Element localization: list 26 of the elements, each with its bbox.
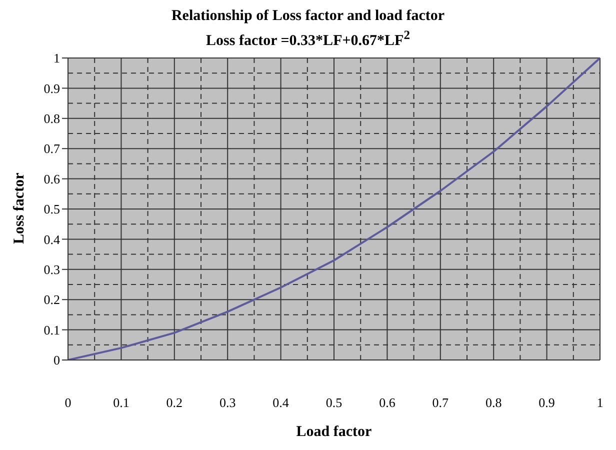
chart-subtitle: Loss factor =0.33*LF+0.67*LF$^{2}$ <box>206 28 410 49</box>
x-tick-label: 0.3 <box>219 395 236 410</box>
y-tick-label: 0.4 <box>44 232 60 247</box>
y-tick-label: 0.6 <box>44 171 60 186</box>
x-tick-label: 0.7 <box>432 395 450 410</box>
x-tick-label: 0.8 <box>485 395 502 410</box>
x-tick-label: 0.4 <box>272 395 290 410</box>
y-tick-label: 0.9 <box>44 80 60 96</box>
x-tick-label: 0.9 <box>538 395 555 410</box>
x-tick-label: 0.6 <box>379 395 396 410</box>
y-tick-label: 0.7 <box>44 141 60 156</box>
x-axis-title: Load factor <box>296 424 372 440</box>
y-tick-label: 1 <box>54 50 60 66</box>
x-tick-label: 0.5 <box>326 395 342 410</box>
y-tick-label: 0.5 <box>44 202 60 217</box>
x-tick-label: 0 <box>64 395 72 410</box>
y-tick-label: 0.8 <box>44 111 60 126</box>
y-tick-label: 0.1 <box>44 322 60 338</box>
chart-title: Relationship of Loss factor and load factor <box>170 8 446 26</box>
y-tick-label: 0 <box>54 352 60 368</box>
x-tick-label: 0.2 <box>166 395 183 410</box>
x-tick-label: 1 <box>596 395 604 410</box>
x-tick-label: 0.1 <box>113 395 130 410</box>
y-tick-label: 0.3 <box>44 262 60 278</box>
y-axis-title: Loss factor <box>11 172 28 244</box>
y-tick-label: 0.2 <box>44 292 60 308</box>
